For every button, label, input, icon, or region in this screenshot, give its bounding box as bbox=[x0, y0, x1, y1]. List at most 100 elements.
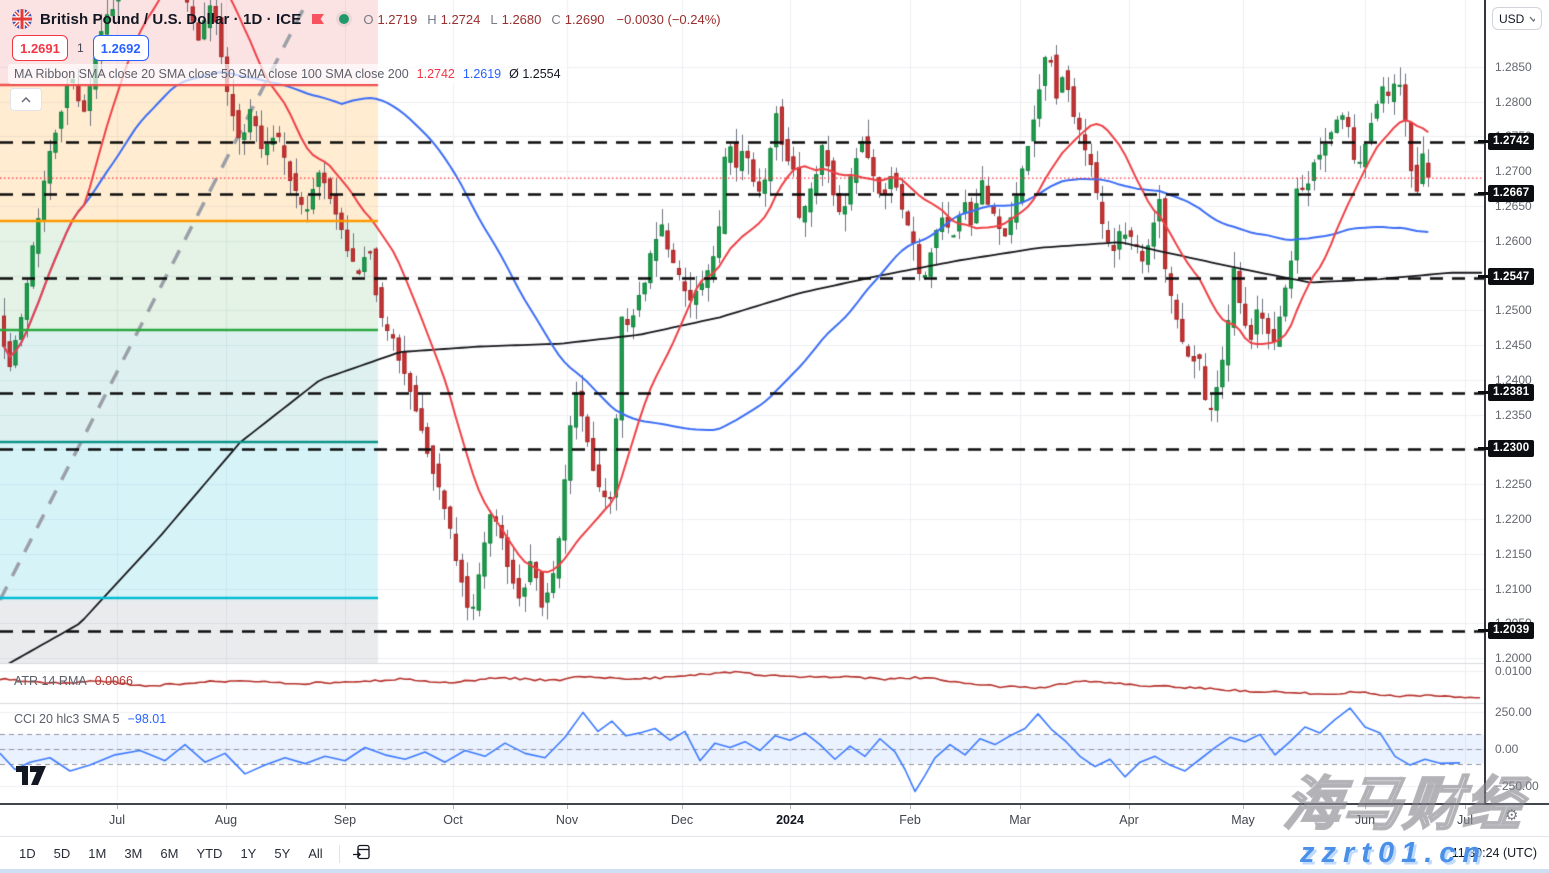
price-tick: 1.2500 bbox=[1495, 303, 1532, 318]
ma-ribbon-label: MA Ribbon SMA close 20 SMA close 50 SMA … bbox=[14, 67, 409, 81]
time-axis-tick bbox=[226, 805, 227, 809]
price-tick: 1.2600 bbox=[1495, 233, 1532, 248]
currency-label: USD bbox=[1499, 11, 1525, 26]
price-level-badge: 1.2039 bbox=[1477, 621, 1535, 639]
range-button-1d[interactable]: 1D bbox=[10, 842, 45, 865]
time-axis-tick bbox=[790, 805, 791, 809]
indicator-tick: −250.00 bbox=[1495, 778, 1539, 793]
watermark-chinese: 海马财经 bbox=[1280, 771, 1529, 838]
ma-ribbon-legend[interactable]: MA Ribbon SMA close 20 SMA close 50 SMA … bbox=[8, 64, 567, 84]
cci-legend[interactable]: CCI 20 hlc3 SMA 5 −98.01 bbox=[14, 712, 166, 726]
time-axis-tick bbox=[453, 805, 454, 809]
time-axis-tick bbox=[910, 805, 911, 809]
indicator-tick: 0.0100 bbox=[1495, 664, 1532, 678]
time-axis-tick bbox=[682, 805, 683, 809]
range-button-5y[interactable]: 5Y bbox=[265, 842, 299, 865]
sell-button[interactable]: 1.2691 bbox=[12, 35, 68, 61]
time-axis-label: Jul bbox=[1457, 813, 1473, 827]
time-axis[interactable]: Jul Aug Sep Oct Nov Dec 2024 Feb Mar Apr May Jun Jul bbox=[0, 803, 1549, 836]
cci-value: −98.01 bbox=[127, 712, 167, 726]
range-button-all[interactable]: All bbox=[299, 842, 331, 865]
ohlc-readout: O 1.2719 H 1.2724 L 1.2680 C 1.2690 −0.0030 … bbox=[363, 11, 721, 27]
time-axis-label: May bbox=[1231, 813, 1255, 827]
price-tick: 1.2250 bbox=[1495, 477, 1532, 492]
time-axis-tick bbox=[117, 805, 118, 809]
price-tick: 1.2700 bbox=[1495, 164, 1532, 179]
atr-legend[interactable]: ATR 14 RMA 0.0066 bbox=[14, 674, 133, 688]
price-tick: 1.2200 bbox=[1495, 512, 1532, 526]
time-axis-tick bbox=[567, 805, 568, 809]
buy-button[interactable]: 1.2692 bbox=[92, 35, 149, 61]
time-axis-label: Feb bbox=[899, 813, 921, 827]
symbol-header: British Pound / U.S. Dollar · 1D · ICE O… bbox=[12, 7, 721, 31]
time-axis-tick bbox=[1465, 805, 1466, 809]
time-axis-label: Jul bbox=[109, 813, 125, 827]
spread-value: 1 bbox=[77, 41, 84, 55]
price-tick: 1.2100 bbox=[1495, 581, 1532, 596]
range-button-3m[interactable]: 3M bbox=[115, 842, 151, 865]
price-tick: 1.2450 bbox=[1495, 338, 1532, 353]
ma-ribbon-value-1: 1.2742 bbox=[416, 67, 455, 81]
indicator-tick: 0.00 bbox=[1495, 742, 1519, 756]
time-axis-label: Nov bbox=[555, 813, 579, 827]
price-chart-canvas[interactable] bbox=[0, 0, 1484, 803]
price-level-badge: 1.2381 bbox=[1477, 383, 1535, 401]
price-axis[interactable]: USD 1.28501.28001.27501.27001.26501.2600… bbox=[1477, 0, 1549, 803]
ma-ribbon-value-2: 1.2619 bbox=[462, 67, 502, 81]
price-level-badge: 1.2547 bbox=[1477, 268, 1535, 286]
time-axis-tick bbox=[1243, 805, 1244, 809]
axis-settings-gear-icon[interactable]: ⚙ bbox=[1505, 807, 1519, 824]
calendar-icon bbox=[352, 844, 370, 860]
range-button-1y[interactable]: 1Y bbox=[231, 842, 265, 865]
range-button-5d[interactable]: 5D bbox=[45, 842, 80, 865]
market-status-dot[interactable] bbox=[339, 14, 350, 24]
gbp-flag-icon bbox=[12, 9, 32, 29]
bottom-toolbar: 1D 5D 1M 3M 6M YTD 1Y 5Y All 11:30:24 (UTC) bbox=[0, 836, 1549, 870]
atr-value: 0.0066 bbox=[94, 674, 133, 688]
collapse-pane-button[interactable] bbox=[10, 88, 42, 111]
time-axis-tick bbox=[345, 805, 346, 809]
range-button-1m[interactable]: 1M bbox=[79, 842, 115, 865]
clock-utc[interactable]: 11:30:24 (UTC) bbox=[1451, 846, 1537, 860]
time-axis-label: Dec bbox=[670, 813, 694, 827]
ma-ribbon-value-3: Ø 1.2554 bbox=[509, 67, 561, 81]
price-tick: 1.2150 bbox=[1495, 546, 1532, 561]
time-axis-label: Apr bbox=[1119, 813, 1139, 827]
go-to-date-button[interactable] bbox=[347, 840, 376, 867]
flag-marker-icon[interactable] bbox=[311, 13, 325, 26]
price-tick: 1.2400 bbox=[1495, 372, 1532, 387]
currency-toggle-button[interactable]: USD bbox=[1492, 7, 1542, 30]
time-axis-label: Mar bbox=[1009, 813, 1031, 827]
time-axis-label: Sep bbox=[333, 813, 357, 827]
time-axis-label: Oct bbox=[443, 813, 463, 827]
price-tick: 1.2000 bbox=[1495, 651, 1532, 666]
price-tick: 1.2850 bbox=[1495, 59, 1532, 74]
change-value: −0.0030 (−0.24%) bbox=[616, 11, 721, 27]
toolbar-divider bbox=[338, 844, 340, 863]
trade-widget: 1.2691 1 1.2692 bbox=[12, 35, 149, 61]
bottom-strip bbox=[0, 869, 1549, 873]
chevron-up-icon bbox=[21, 96, 31, 103]
cci-label: CCI 20 hlc3 SMA 5 bbox=[14, 712, 120, 726]
time-axis-tick bbox=[1020, 805, 1021, 809]
time-axis-label: Aug bbox=[214, 813, 238, 827]
range-button-6m[interactable]: 6M bbox=[151, 842, 187, 865]
price-level-badge: 1.2300 bbox=[1477, 439, 1535, 457]
tradingview-logo[interactable] bbox=[16, 766, 46, 790]
indicator-tick: 250.00 bbox=[1495, 705, 1532, 720]
price-tick: 1.2350 bbox=[1495, 407, 1532, 422]
time-axis-label: 2024 bbox=[776, 813, 804, 827]
range-button-ytd[interactable]: YTD bbox=[187, 842, 231, 865]
time-axis-tick bbox=[1365, 805, 1366, 809]
price-level-badge: 1.2667 bbox=[1477, 184, 1535, 202]
price-tick: 1.2800 bbox=[1495, 94, 1532, 109]
watermark-site: zzrt01.cn bbox=[1300, 837, 1488, 869]
time-axis-tick bbox=[1129, 805, 1130, 809]
price-level-badge: 1.2742 bbox=[1477, 132, 1535, 150]
atr-label: ATR 14 RMA bbox=[14, 674, 87, 688]
chevron-down-icon bbox=[1529, 16, 1535, 22]
time-axis-label: Jun bbox=[1354, 813, 1376, 827]
symbol-title[interactable]: British Pound / U.S. Dollar · 1D · ICE bbox=[40, 10, 302, 28]
price-tick: 1.2650 bbox=[1495, 198, 1532, 213]
